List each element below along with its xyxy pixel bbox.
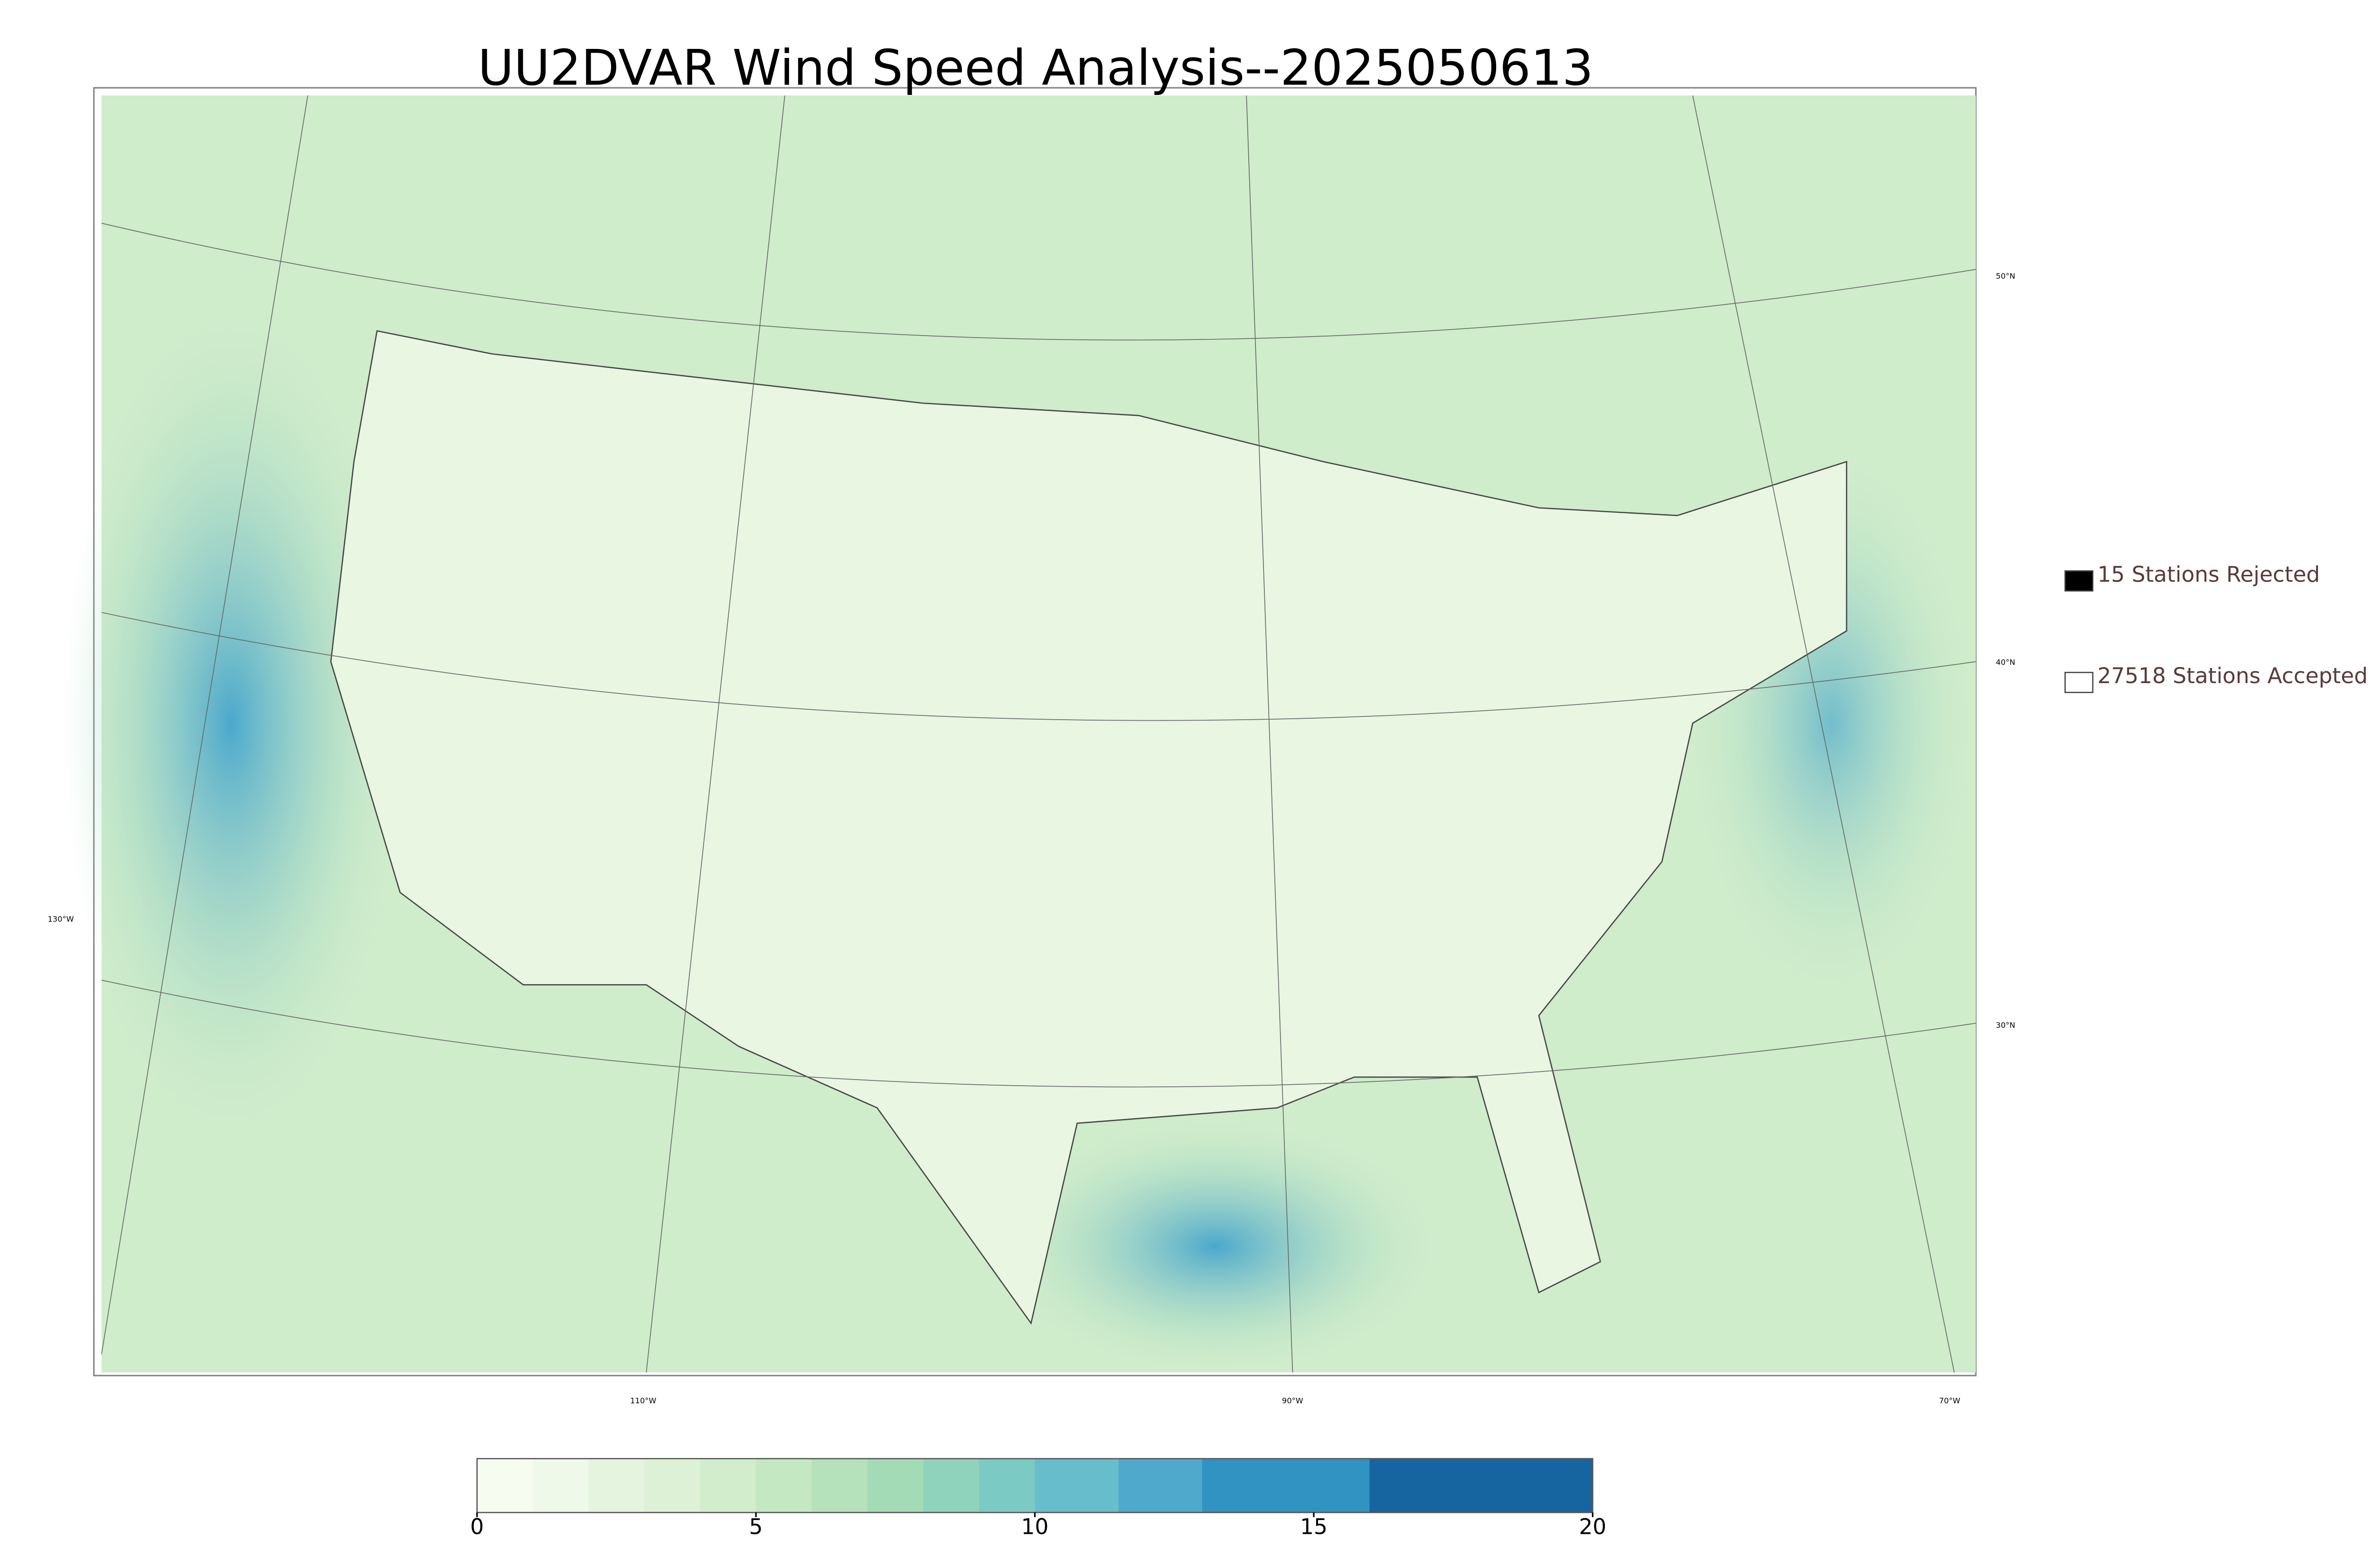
- wind-area: [61, 323, 400, 1124]
- lat-label: 50°N: [1996, 272, 2016, 281]
- colorbar-bin: [867, 1458, 924, 1513]
- colorbar-bin: [533, 1458, 589, 1513]
- lon-label: 110°W: [630, 1396, 656, 1405]
- colorbar-bin: [1035, 1458, 1119, 1513]
- colorbar-bin: [1202, 1458, 1370, 1513]
- us-outline: [330, 330, 1847, 1325]
- colorbar-bin: [700, 1458, 757, 1513]
- colorbar-tick-label: 20: [1579, 1514, 1607, 1539]
- colorbar-bin: [756, 1458, 812, 1513]
- legend-swatch: [2064, 672, 2094, 693]
- legend: 15 Stations Rejected 27518 Stations Accep…: [2064, 562, 2368, 693]
- lon-label: 130°W: [47, 915, 74, 924]
- lat-label: 30°N: [1996, 1021, 2016, 1030]
- title: UU2DVAR Wind Speed Analysis--2025050613: [478, 39, 1593, 96]
- colorbar-bin: [588, 1458, 645, 1513]
- wind-area: [1000, 1123, 1432, 1370]
- colorbar-bin: [979, 1458, 1036, 1513]
- lat-label: 40°N: [1996, 657, 2016, 667]
- colorbar-tick-label: 15: [1300, 1514, 1328, 1539]
- legend-label: 15 Stations Rejected: [2097, 562, 2320, 587]
- colorbar-tick-label: 10: [1021, 1514, 1049, 1539]
- colorbar-bin: [1118, 1458, 1203, 1513]
- colorbar-tick-label: 0: [470, 1514, 484, 1539]
- colorbar-tick-label: 5: [749, 1514, 763, 1539]
- colorbar-bin: [644, 1458, 701, 1513]
- legend-swatch: [2064, 570, 2094, 592]
- colorbar-bin: [811, 1458, 868, 1513]
- colorbar-bin: [477, 1458, 534, 1513]
- colorbar-bin: [923, 1458, 980, 1513]
- map: 50°N 40°N 30°N 130°W 110°W 90°W 70°W: [47, 87, 2016, 1405]
- colorbar-bin: [1369, 1458, 1593, 1513]
- legend-label: 27518 Stations Accepted: [2097, 663, 2367, 688]
- lon-label: 70°W: [1939, 1396, 1960, 1405]
- lon-label: 90°W: [1282, 1396, 1303, 1405]
- graticule: [101, 95, 1976, 1373]
- colorbar: 0 5 10 15 20: [470, 1458, 1607, 1539]
